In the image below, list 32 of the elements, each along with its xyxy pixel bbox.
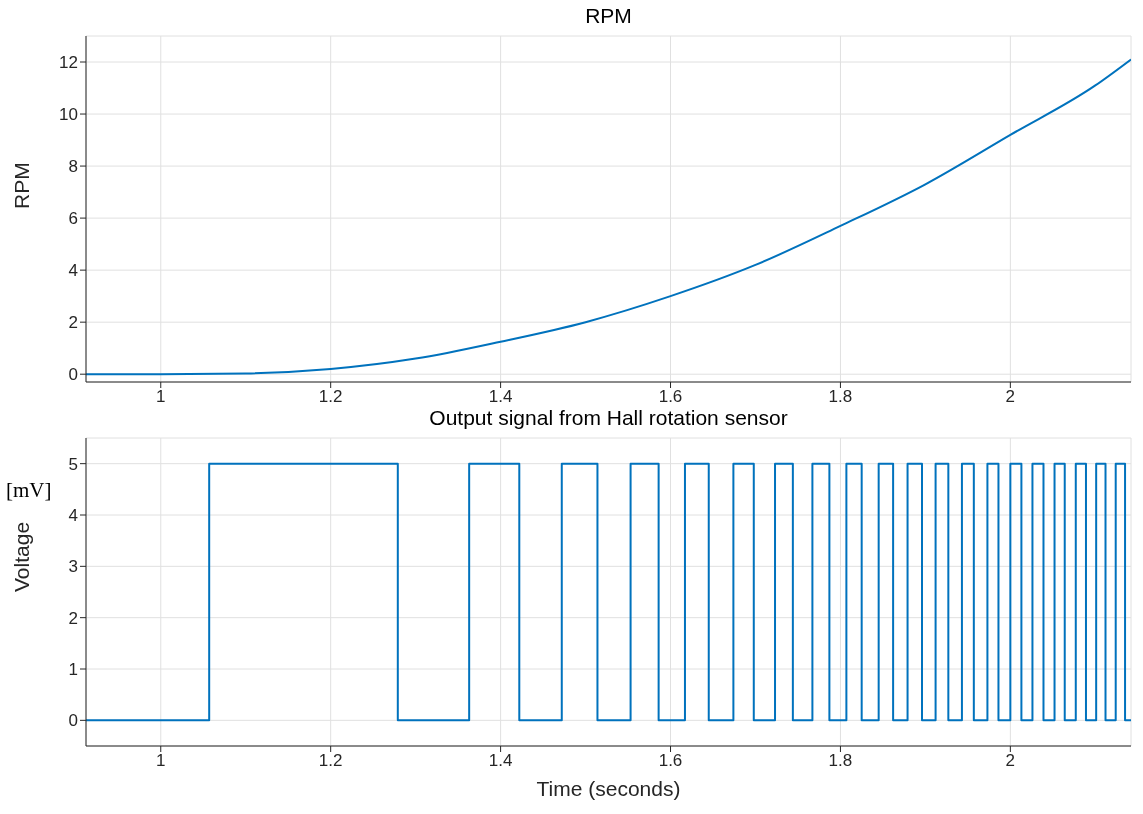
x-tick-label: 1.2 (318, 751, 343, 771)
x-tick-label: 1 (156, 751, 166, 771)
y-tick-label: 6 (68, 209, 78, 229)
x-tick-label: 1 (156, 387, 166, 407)
x-tick-label: 1.4 (488, 387, 513, 407)
y-tick-label: 4 (68, 506, 78, 526)
chart-title: Output signal from Hall rotation sensor (428, 406, 789, 430)
y-tick-label: 8 (68, 157, 78, 177)
y-tick-label: 3 (68, 557, 78, 577)
y-tick-label: 2 (68, 313, 78, 333)
y-tick-label: 2 (68, 608, 78, 628)
x-axis-title: Time (seconds) (536, 777, 681, 800)
y-tick-label: 5 (68, 454, 78, 474)
x-tick-label: 1.8 (828, 751, 853, 771)
x-tick-label: 2 (1005, 751, 1016, 771)
y-axis-title: RPM (10, 162, 34, 209)
x-tick-label: 2 (1005, 387, 1016, 407)
chart-title: RPM (584, 4, 633, 28)
line-series (86, 58, 1131, 376)
y-axis-title: Voltage (10, 521, 34, 592)
x-tick-label: 1.6 (658, 387, 683, 407)
x-tick-label: 1.2 (318, 387, 343, 407)
text: [mV] (6, 478, 52, 504)
y-tick-label: 0 (68, 365, 78, 385)
x-tick-label: 1.4 (488, 751, 513, 771)
x-tick-label: 1.8 (828, 387, 853, 407)
y-tick-label: 4 (68, 261, 78, 281)
y-tick-label: 12 (59, 53, 78, 73)
y-tick-label: 10 (59, 105, 78, 125)
y-tick-label: 1 (68, 660, 78, 680)
x-tick-label: 1.6 (658, 751, 683, 771)
y-tick-label: 0 (68, 711, 78, 731)
